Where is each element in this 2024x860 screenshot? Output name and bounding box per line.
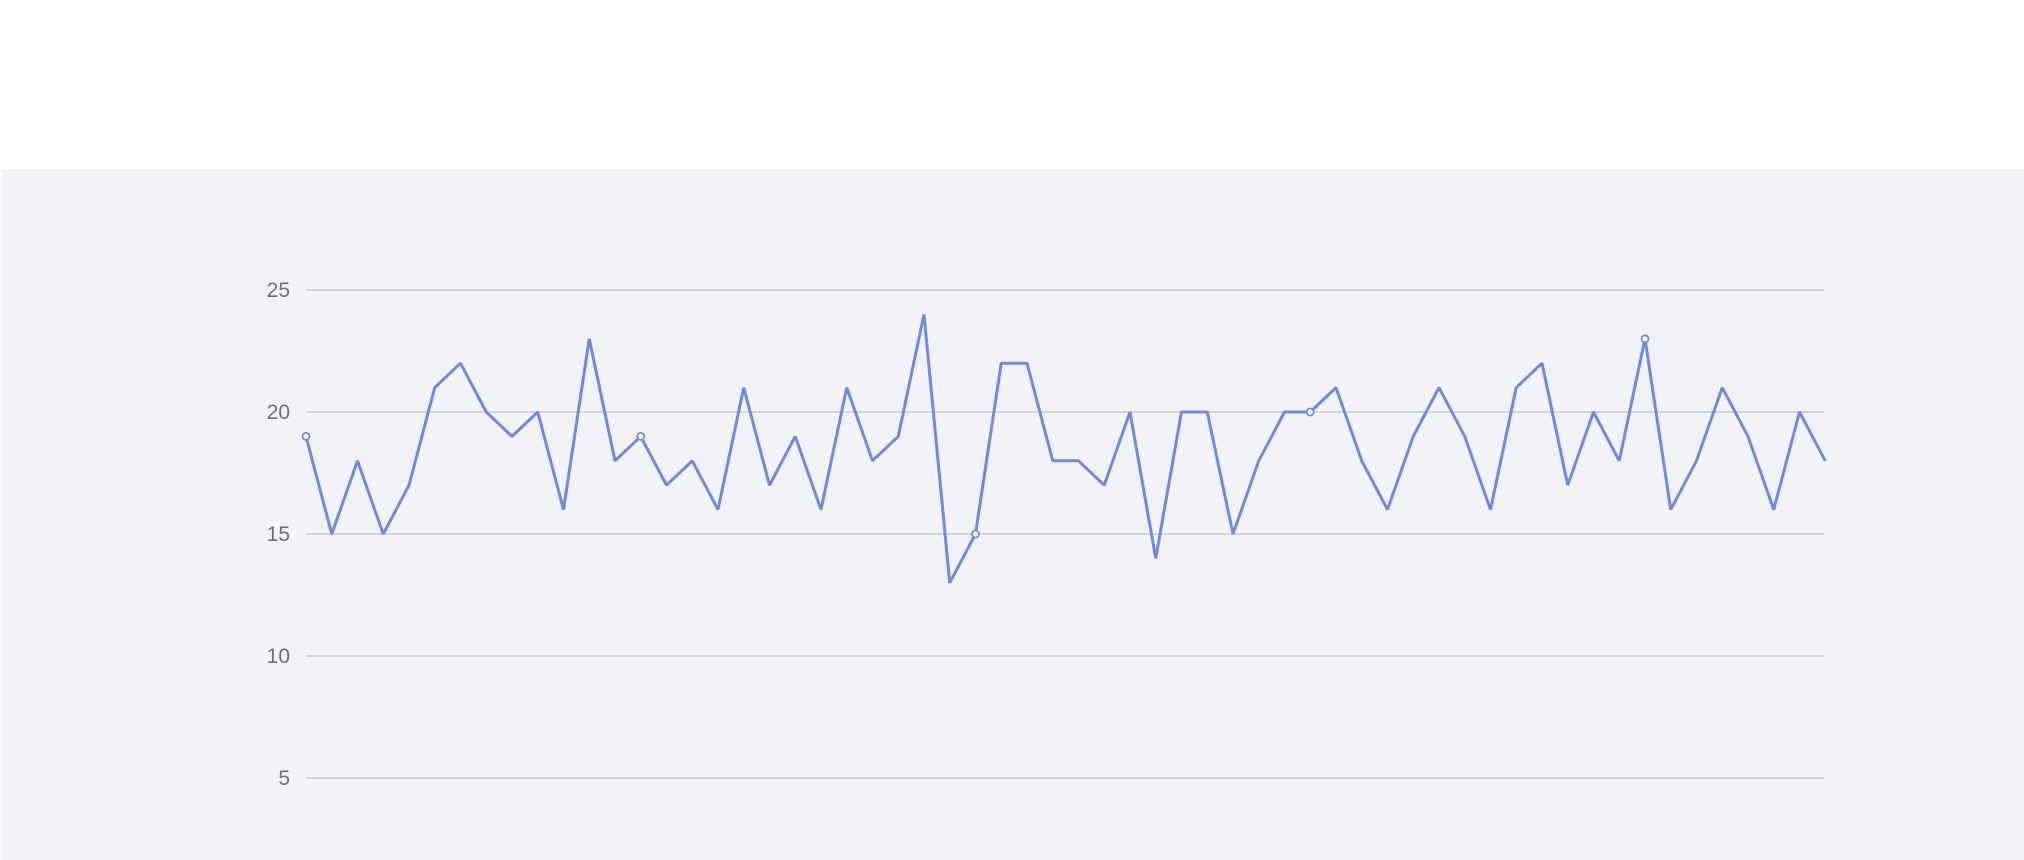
series-line <box>304 314 1827 584</box>
data-point-marker[interactable] <box>1305 407 1315 417</box>
y-tick-label: 10 <box>267 645 290 668</box>
series-markers <box>301 334 1650 539</box>
y-tick-label: 15 <box>267 523 290 546</box>
series-line-group <box>304 314 1827 584</box>
y-tick-label: 20 <box>267 401 290 424</box>
data-point-marker[interactable] <box>301 431 311 441</box>
data-point-marker[interactable] <box>971 529 980 539</box>
y-tick-label: 5 <box>278 767 290 790</box>
y-tick-label: 25 <box>267 279 290 302</box>
grid-lines <box>306 289 1824 779</box>
y-axis-ticks: 5 10 15 20 25 <box>267 279 290 790</box>
data-point-marker[interactable] <box>636 431 646 441</box>
data-point-marker[interactable] <box>1640 334 1650 344</box>
